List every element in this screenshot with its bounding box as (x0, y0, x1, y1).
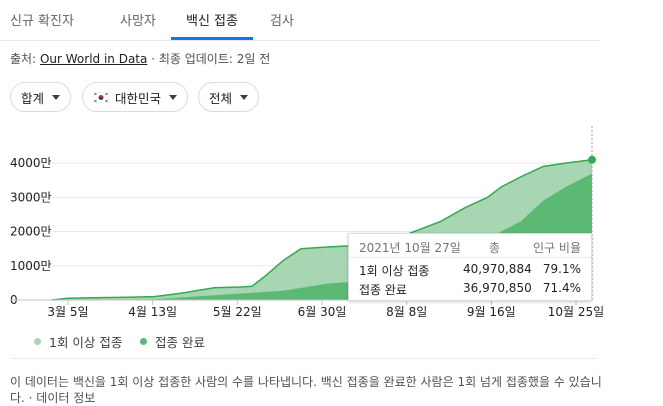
x-tick-label: 8월 8일 (386, 305, 427, 319)
chart-tooltip: 2021년 10월 27일 총 인구 비율 1회 이상 접종 40,970,88… (348, 233, 592, 301)
divider (10, 358, 598, 359)
legend-label: 접종 완료 (155, 335, 205, 350)
metric-dropdown-label: 합계 (21, 90, 45, 106)
legend-item-one-dose[interactable]: 1회 이상 접종 (34, 332, 122, 351)
hover-point (588, 155, 596, 164)
range-dropdown-label: 전체 (209, 90, 233, 106)
tooltip-pct-header: 인구 비율 (533, 241, 581, 255)
legend-item-full[interactable]: 접종 완료 (140, 332, 205, 351)
legend-dot-icon (140, 338, 147, 345)
source-prefix: 출처: (10, 52, 40, 66)
tooltip-row-count: 36,970,850 (463, 281, 532, 295)
tooltip-row-label: 1회 이상 접종 (359, 264, 430, 278)
caret-down-icon (52, 94, 61, 100)
x-tick-label: 4월 13일 (128, 305, 177, 319)
y-tick-label: 4000만 (10, 156, 52, 170)
active-tab-indicator (171, 37, 253, 40)
x-tick-label: 6월 30일 (298, 305, 347, 319)
y-tick-label: 2000만 (10, 225, 52, 239)
region-dropdown[interactable]: 대한민국 (82, 82, 189, 112)
source-line: 출처: Our World in Data · 최종 업데이트: 2일 전 (10, 50, 270, 67)
series-line-one-dose (51, 159, 593, 301)
x-tick-label: 3월 5일 (47, 305, 88, 319)
y-tick-label: 3000만 (10, 190, 52, 204)
x-tick-label: 9월 16일 (467, 305, 516, 319)
tooltip-row-pct: 71.4% (542, 281, 581, 295)
x-tick-label: 10월 25일 (548, 305, 604, 319)
caret-down-icon (169, 94, 178, 100)
y-tick-label: 1000만 (10, 259, 52, 273)
range-dropdown[interactable]: 전체 (198, 82, 260, 112)
tooltip-date: 2021년 10월 27일 (359, 241, 461, 255)
tab-bar: 신규 확진자 사망자 백신 접종 검사 (0, 0, 600, 41)
caret-down-icon (240, 94, 249, 100)
tab-tests[interactable]: 검사 (270, 14, 294, 29)
data-note: 이 데이터는 백신을 1회 이상 접종한 사람의 수를 나타냅니다. 백신 접종… (10, 375, 602, 405)
korea-flag-icon (93, 91, 109, 103)
metric-dropdown[interactable]: 합계 (10, 82, 72, 112)
source-link[interactable]: Our World in Data (39, 52, 148, 66)
legend-label: 1회 이상 접종 (49, 335, 123, 350)
tooltip-count-header: 총 (489, 241, 501, 255)
tab-new-cases[interactable]: 신규 확진자 (10, 14, 74, 29)
tab-vaccinations[interactable]: 백신 접종 (186, 14, 238, 29)
last-updated: · 최종 업데이트: 2일 전 (147, 52, 271, 66)
x-tick-label: 5월 22일 (213, 305, 262, 319)
tooltip-row-label: 접종 완료 (359, 283, 407, 297)
tooltip-divider (349, 257, 591, 258)
legend-dot-icon (34, 338, 41, 345)
tooltip-row-pct: 79.1% (542, 262, 581, 276)
tab-deaths[interactable]: 사망자 (120, 14, 156, 29)
tooltip-row-count: 40,970,884 (463, 262, 532, 276)
region-dropdown-label: 대한민국 (115, 90, 162, 106)
